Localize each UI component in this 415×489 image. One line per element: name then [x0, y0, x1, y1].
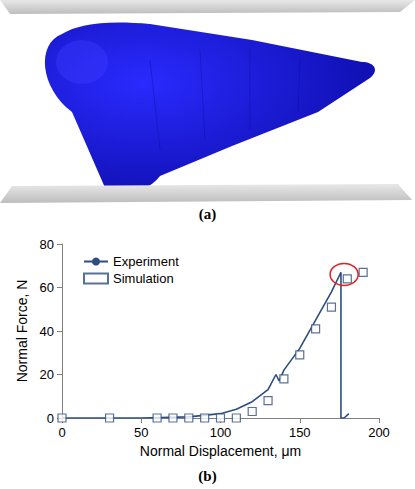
svg-text:0: 0	[58, 425, 65, 440]
svg-text:Experiment: Experiment	[113, 254, 179, 269]
svg-text:Normal Displacement, μm: Normal Displacement, μm	[140, 443, 301, 459]
html-text:(b): (b)	[198, 468, 217, 484]
svg-text:50: 50	[134, 425, 148, 440]
svg-text:0: 0	[47, 411, 54, 426]
svg-text:40: 40	[40, 324, 54, 339]
svg-text:80: 80	[40, 237, 54, 252]
svg-text:150: 150	[289, 425, 311, 440]
svg-text:Normal Force, N: Normal Force, N	[14, 280, 30, 383]
svg-text:200: 200	[368, 425, 390, 440]
svg-text:20: 20	[40, 367, 54, 382]
svg-text:Simulation: Simulation	[113, 271, 174, 286]
html-text:(a): (a)	[198, 206, 217, 222]
svg-text:100: 100	[210, 425, 232, 440]
svg-text:60: 60	[40, 280, 54, 295]
